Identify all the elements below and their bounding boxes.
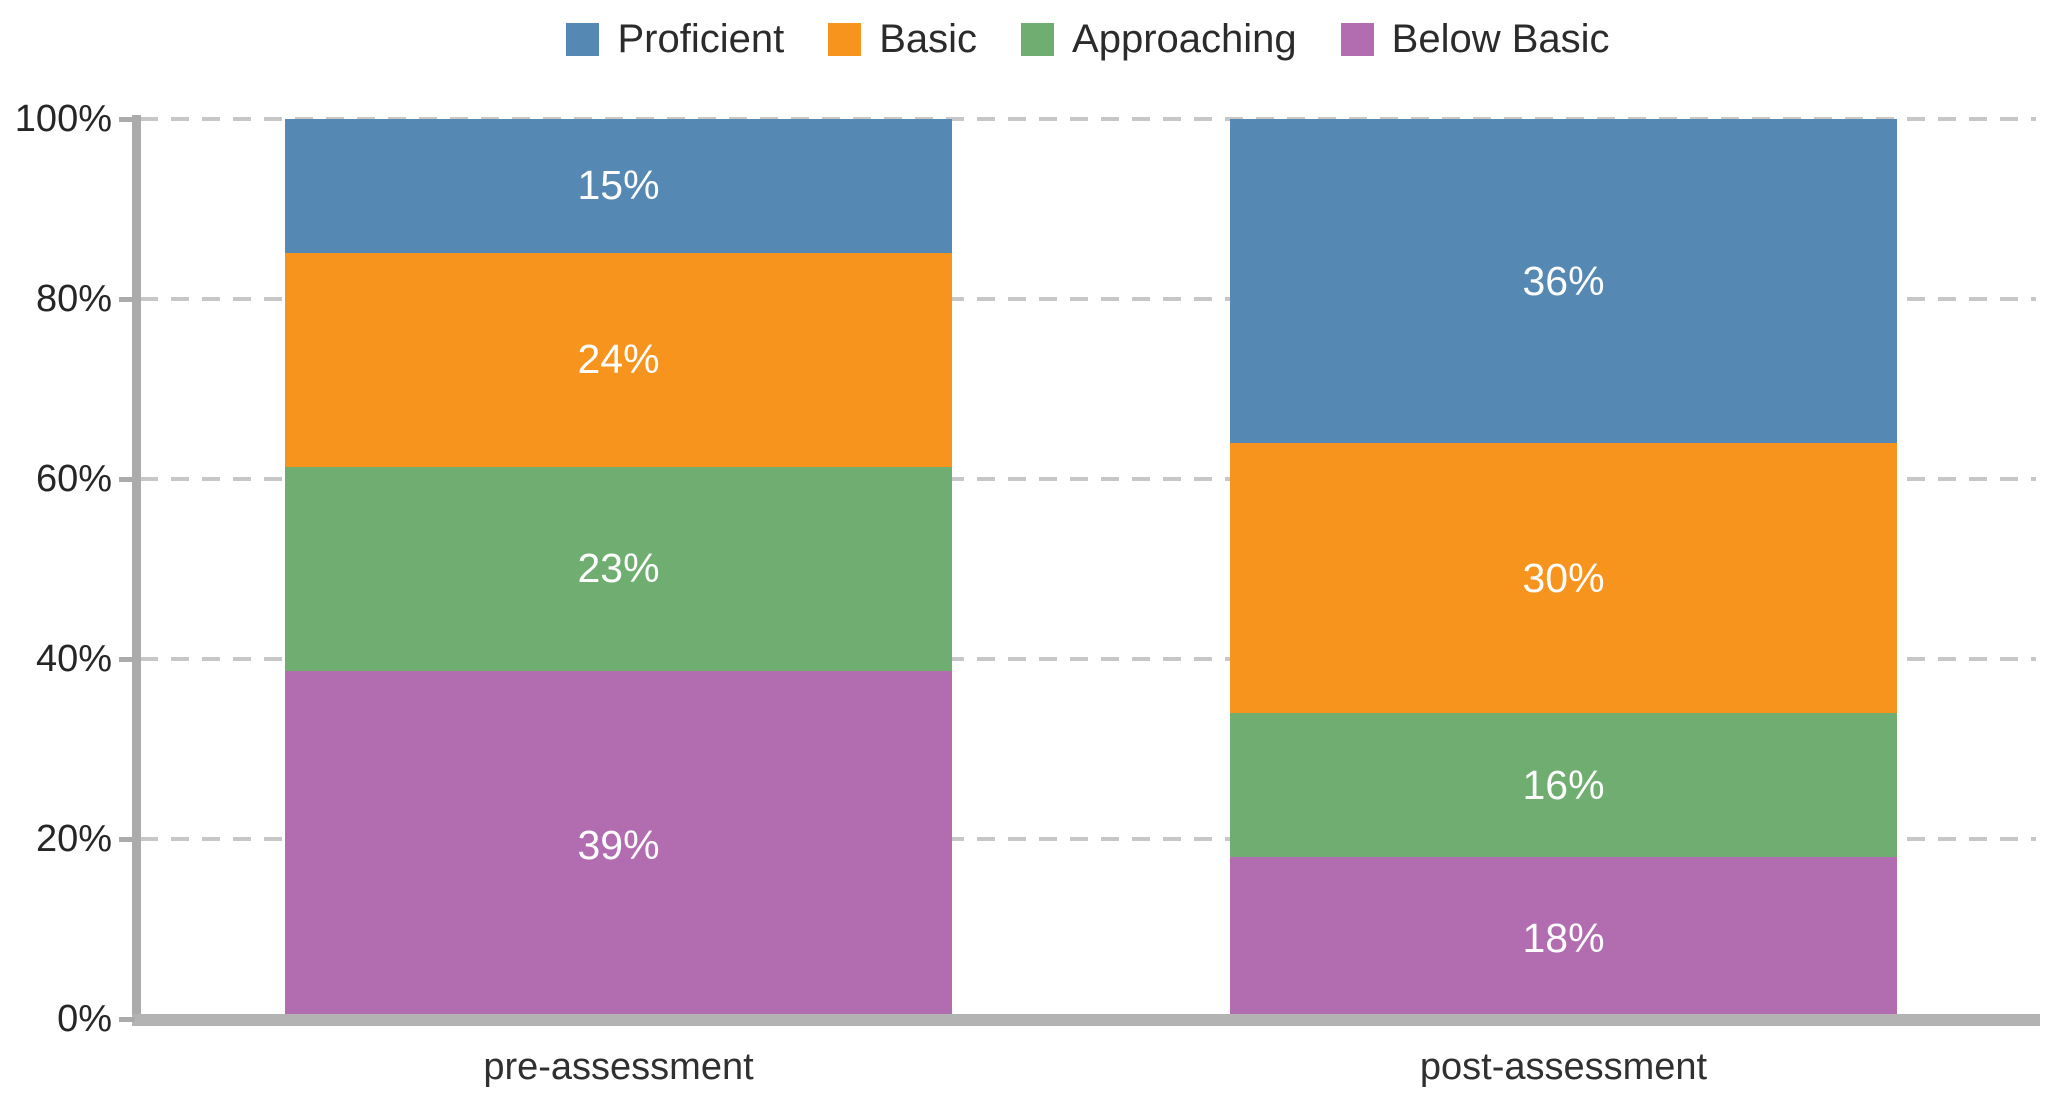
gridline-80: [140, 297, 2036, 301]
legend-label: Below Basic: [1391, 17, 1610, 61]
segment-post-assessment-approaching: 16%: [1230, 713, 1897, 857]
y-tick-label-20: 20%: [35, 818, 112, 860]
legend-swatch-basic-icon: [828, 22, 862, 56]
y-tick-label-60: 60%: [35, 458, 112, 500]
x-category-label-post-assessment: post-assessment: [1419, 1046, 1708, 1088]
y-tick-label-100: 100%: [14, 98, 112, 140]
legend-label: Basic: [879, 17, 978, 61]
chart-legend: Proficient Basic Approaching Below Basic: [140, 10, 2036, 68]
gridline-60: [140, 477, 2036, 481]
segment-pre-assessment-basic: 24%: [285, 252, 952, 467]
gridline-100: [140, 117, 2036, 121]
segment-post-assessment-proficient: 36%: [1230, 119, 1897, 443]
plot-area: 15% 24% 23% 39% 36% 30% 16% 18%: [140, 117, 2036, 1019]
gridline-20: [140, 837, 2036, 841]
bar-pre-assessment: 15% 24% 23% 39%: [285, 119, 952, 1019]
y-tick-40: [119, 657, 135, 662]
segment-value-label: 24%: [577, 336, 660, 383]
legend-item-below-basic: Below Basic: [1340, 17, 1610, 61]
segment-value-label: 36%: [1522, 257, 1605, 304]
bar-post-assessment: 36% 30% 16% 18%: [1230, 119, 1897, 1019]
segment-pre-assessment-approaching: 23%: [285, 466, 952, 672]
segment-post-assessment-basic: 30%: [1230, 443, 1897, 713]
legend-swatch-proficient-icon: [566, 22, 600, 56]
legend-swatch-below-basic-icon: [1340, 22, 1374, 56]
segment-pre-assessment-below-basic: 39%: [285, 671, 952, 1019]
segment-value-label: 18%: [1522, 914, 1605, 961]
y-axis-line: [132, 115, 141, 1026]
segment-value-label: 30%: [1522, 554, 1605, 601]
y-tick-label-40: 40%: [35, 638, 112, 680]
segment-pre-assessment-proficient: 15%: [285, 119, 952, 253]
segment-value-label: 16%: [1522, 761, 1605, 808]
y-tick-60: [119, 477, 135, 482]
legend-swatch-approaching-icon: [1021, 22, 1055, 56]
y-tick-label-0: 0%: [57, 998, 112, 1040]
y-tick-label-80: 80%: [35, 278, 112, 320]
legend-item-approaching: Approaching: [1021, 19, 1297, 59]
y-tick-80: [119, 297, 135, 302]
y-tick-100: [119, 117, 135, 122]
segment-post-assessment-below-basic: 18%: [1230, 857, 1897, 1019]
y-tick-0: [119, 1017, 135, 1022]
legend-label: Approaching: [1072, 17, 1297, 61]
x-axis-line: [132, 1014, 2040, 1026]
segment-value-label: 15%: [577, 162, 660, 209]
legend-item-proficient: Proficient: [566, 19, 784, 59]
gridline-40: [140, 657, 2036, 661]
legend-label: Proficient: [617, 17, 785, 61]
y-tick-20: [119, 837, 135, 842]
x-category-label-pre-assessment: pre-assessment: [483, 1046, 754, 1088]
legend-item-basic: Basic: [828, 19, 977, 59]
segment-value-label: 39%: [577, 821, 660, 868]
segment-value-label: 23%: [577, 545, 660, 592]
